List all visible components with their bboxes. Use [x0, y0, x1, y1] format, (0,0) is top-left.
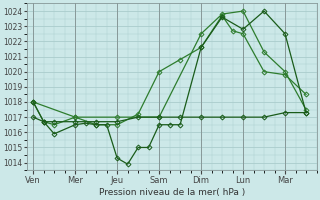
X-axis label: Pression niveau de la mer( hPa ): Pression niveau de la mer( hPa ): [99, 188, 245, 197]
